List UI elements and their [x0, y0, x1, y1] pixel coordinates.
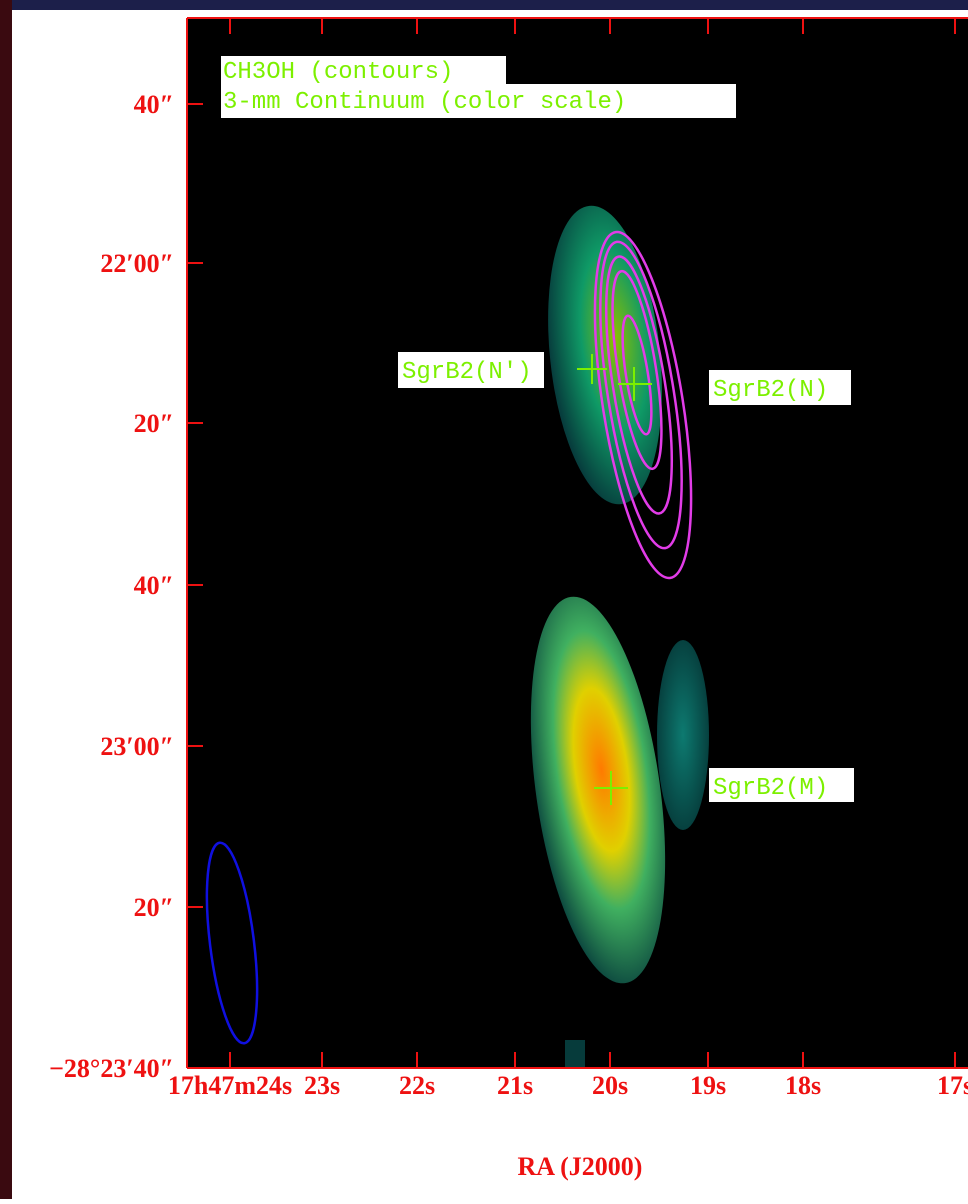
x-tick-label: 23s: [304, 1071, 340, 1100]
y-tick-label: 40″: [134, 571, 174, 600]
y-tick-label: 23′00″: [100, 732, 174, 761]
y-tick-label: −28°23′40″: [49, 1054, 174, 1083]
x-tick-label: 19s: [690, 1071, 726, 1100]
y-tick-label: 22′00″: [100, 249, 174, 278]
blob: [565, 1040, 585, 1068]
x-tick-label: 21s: [497, 1071, 533, 1100]
x-tick-label: 20s: [592, 1071, 628, 1100]
x-tick-label: 22s: [399, 1071, 435, 1100]
source-label: SgrB2(M): [713, 775, 828, 802]
blob: [657, 640, 709, 830]
label-box: [398, 352, 544, 388]
x-axis-label: RA (J2000): [518, 1152, 643, 1181]
label-box: [709, 370, 851, 405]
y-tick-label: 20″: [134, 893, 174, 922]
border: [0, 0, 968, 10]
x-tick-label: 18s: [785, 1071, 821, 1100]
y-tick-label: 40″: [134, 90, 174, 119]
axes: [186, 17, 968, 1069]
x-tick-label: 17s: [937, 1071, 968, 1100]
blob: [530, 596, 666, 984]
y-tick-label: 20″: [134, 409, 174, 438]
legend-text: 3-mm Continuum (color scale): [223, 89, 626, 116]
source-label: SgrB2(N'): [402, 359, 532, 386]
contours: [593, 230, 693, 580]
label-box: [709, 768, 854, 802]
source-label: SgrB2(N): [713, 377, 828, 404]
markers: [577, 354, 652, 805]
x-tick-label: 17h47m24s: [168, 1071, 292, 1100]
legend-box: [221, 56, 506, 84]
blob: [548, 205, 662, 505]
legend-box: [221, 84, 736, 118]
legend-text: CH3OH (contours): [223, 59, 453, 86]
beam: [205, 841, 259, 1045]
border: [0, 0, 12, 1199]
